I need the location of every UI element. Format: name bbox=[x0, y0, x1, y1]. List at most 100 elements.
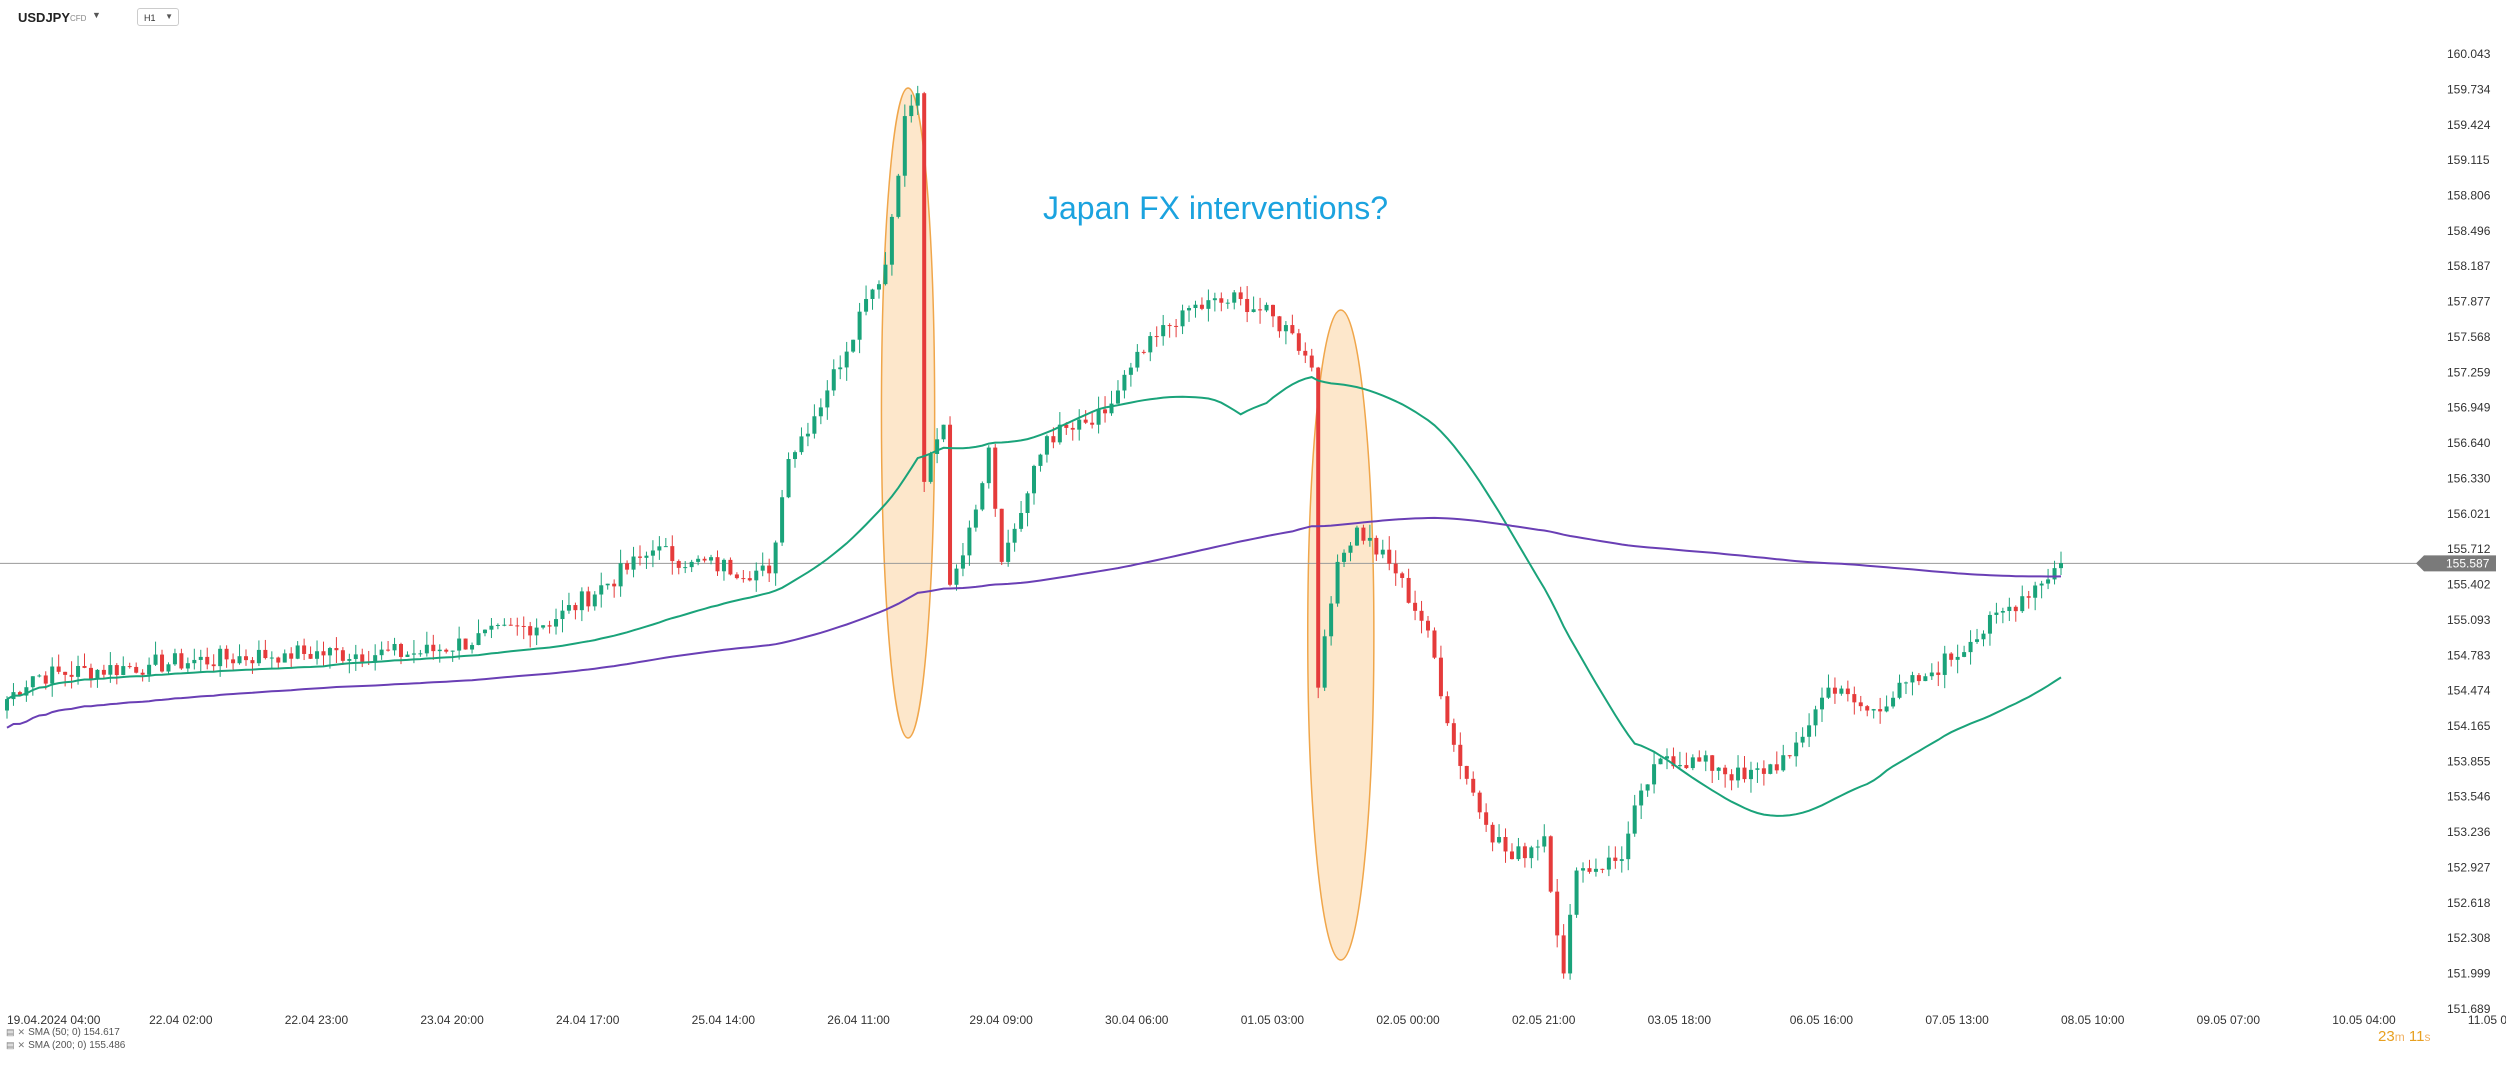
settings-icon[interactable]: ▤ bbox=[6, 1027, 15, 1037]
symbol-name[interactable]: USDJPY bbox=[18, 10, 71, 25]
candle-body bbox=[2020, 596, 2025, 612]
candle-body bbox=[1471, 778, 1476, 793]
x-tick-label: 07.05 13:00 bbox=[1925, 1013, 1989, 1027]
close-icon[interactable]: ✕ bbox=[17, 1040, 26, 1050]
y-tick-label: 157.877 bbox=[2447, 295, 2491, 309]
y-tick-label: 154.474 bbox=[2447, 684, 2491, 698]
candle-body bbox=[1522, 846, 1527, 859]
candle-body bbox=[637, 556, 642, 558]
candle-body bbox=[1277, 316, 1282, 332]
candle-body bbox=[554, 619, 559, 627]
candle-body bbox=[1619, 859, 1624, 861]
candle-body bbox=[250, 660, 255, 664]
candle-body bbox=[1936, 672, 1941, 675]
candle-body bbox=[534, 627, 539, 636]
y-tick-label: 154.165 bbox=[2447, 719, 2491, 733]
y-tick-label: 155.712 bbox=[2447, 542, 2491, 556]
candle-body bbox=[754, 570, 759, 581]
candle-body bbox=[282, 653, 287, 663]
candle-body bbox=[663, 546, 668, 548]
candle-body bbox=[263, 649, 268, 659]
y-tick-label: 155.093 bbox=[2447, 613, 2491, 627]
candle-body bbox=[967, 527, 972, 556]
candle-body bbox=[1393, 563, 1398, 574]
y-tick-label: 152.618 bbox=[2447, 896, 2491, 910]
candle-body bbox=[1245, 298, 1250, 313]
candle-body bbox=[1509, 851, 1514, 860]
candle-body bbox=[1845, 688, 1850, 695]
candle-body bbox=[1180, 310, 1185, 327]
x-tick-label: 10.05 04:00 bbox=[2332, 1013, 2396, 1027]
candle-body bbox=[1852, 694, 1857, 703]
candle-body bbox=[1342, 552, 1347, 562]
candle-body bbox=[715, 557, 720, 572]
countdown-minutes-unit: m bbox=[2394, 1030, 2405, 1044]
timeframe-select[interactable]: H1 ▼ bbox=[137, 8, 179, 26]
annotation-text: Japan FX interventions? bbox=[1043, 190, 1388, 226]
legend-item-sma50[interactable]: ▤ ✕ SMA (50; 0) 154.617 bbox=[6, 1026, 125, 1039]
settings-icon[interactable]: ▤ bbox=[6, 1040, 15, 1050]
candle-body bbox=[1807, 725, 1812, 737]
candle-body bbox=[347, 659, 352, 661]
candle-body bbox=[30, 676, 35, 688]
candle-body bbox=[418, 653, 423, 655]
candle-body bbox=[1303, 350, 1308, 356]
candle-body bbox=[88, 667, 93, 680]
y-axis: 160.043 159.734 159.424 159.115 158.806 158.4… bbox=[2447, 47, 2491, 1016]
candle-body bbox=[1484, 812, 1489, 825]
candle-body bbox=[941, 424, 946, 440]
candle-body bbox=[1697, 757, 1702, 762]
candle-body bbox=[1387, 549, 1392, 564]
x-tick-label: 19.04.2024 04:00 bbox=[7, 1013, 101, 1027]
countdown-seconds-unit: s bbox=[2424, 1030, 2431, 1044]
candle-body bbox=[1270, 304, 1275, 317]
x-tick-label: 30.04 06:00 bbox=[1105, 1013, 1169, 1027]
candle-body bbox=[1115, 390, 1120, 404]
candle-body bbox=[1128, 367, 1133, 375]
candle-body bbox=[948, 424, 953, 585]
candle-body bbox=[1787, 755, 1792, 757]
candle-body bbox=[231, 659, 236, 664]
y-tick-label: 156.330 bbox=[2447, 471, 2491, 485]
candle-body bbox=[411, 653, 416, 655]
candle-body bbox=[1432, 630, 1437, 658]
x-tick-label: 09.05 07:00 bbox=[2197, 1013, 2261, 1027]
x-tick-label: 11.05 01:00 bbox=[2468, 1013, 2506, 1027]
candle-body bbox=[1716, 767, 1721, 771]
candle-body bbox=[1148, 336, 1153, 353]
candle-body bbox=[1006, 542, 1011, 562]
candle-body bbox=[1109, 403, 1114, 414]
candle-body bbox=[1477, 792, 1482, 813]
candle-body bbox=[1574, 870, 1579, 915]
candle-body bbox=[1593, 868, 1598, 872]
candle-body bbox=[1832, 687, 1837, 694]
close-icon[interactable]: ✕ bbox=[17, 1027, 26, 1037]
candle-body bbox=[1955, 656, 1960, 660]
y-tick-label: 160.043 bbox=[2447, 47, 2491, 61]
candle-body bbox=[1232, 292, 1237, 303]
legend-item-sma200[interactable]: ▤ ✕ SMA (200; 0) 155.486 bbox=[6, 1039, 125, 1052]
candle-body bbox=[360, 654, 365, 662]
candle-body bbox=[515, 625, 520, 627]
symbol-dropdown-icon[interactable]: ▼ bbox=[92, 10, 101, 20]
y-tick-label: 151.999 bbox=[2447, 967, 2491, 981]
candle-body bbox=[1962, 652, 1967, 657]
candle-body bbox=[295, 645, 300, 659]
candle-body bbox=[1070, 427, 1075, 430]
candle-body bbox=[153, 654, 158, 665]
candle-body bbox=[1916, 675, 1921, 682]
candle-body bbox=[1064, 424, 1069, 428]
candle-body bbox=[547, 625, 552, 627]
candle-body bbox=[721, 559, 726, 572]
candle-body bbox=[1555, 891, 1560, 936]
chevron-down-icon: ▼ bbox=[165, 12, 173, 21]
candle-body bbox=[734, 574, 739, 579]
x-tick-label: 25.04 14:00 bbox=[692, 1013, 756, 1027]
y-tick-label: 159.115 bbox=[2447, 153, 2490, 167]
candle-body bbox=[1871, 709, 1876, 711]
candle-body bbox=[1438, 657, 1443, 697]
candle-body bbox=[1206, 300, 1211, 309]
candle-body bbox=[1251, 309, 1256, 313]
y-tick-label: 156.640 bbox=[2447, 436, 2491, 450]
